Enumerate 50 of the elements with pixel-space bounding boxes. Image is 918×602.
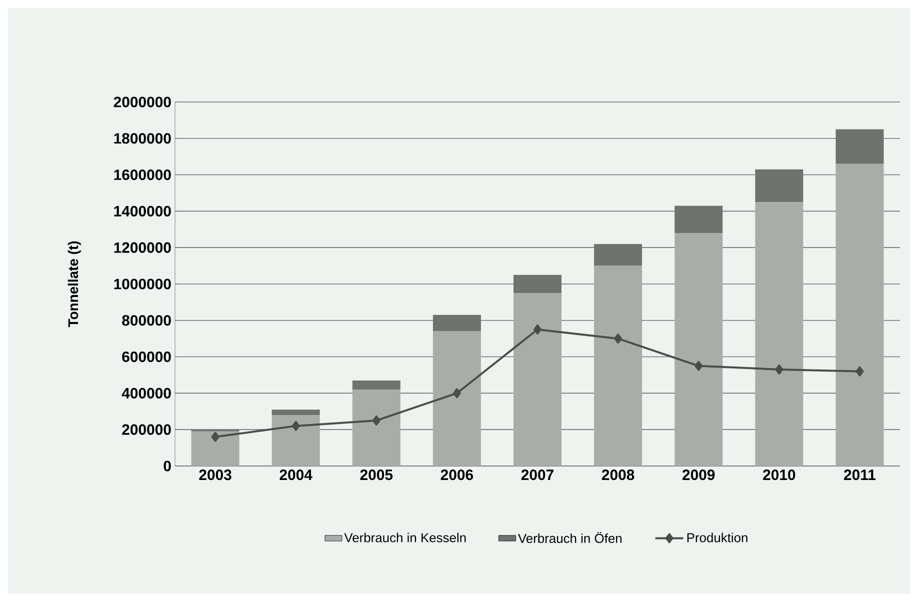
point: [211, 432, 220, 442]
bar: [514, 274, 562, 294]
bar: [594, 244, 642, 266]
bar: [432, 331, 481, 466]
bar: [272, 415, 320, 466]
x-tick-label: 2007: [521, 470, 554, 480]
legend-label: Verbrauch in Kesseln: [344, 532, 466, 542]
bar: [352, 390, 400, 466]
x-tick-label: 2009: [682, 470, 715, 480]
bar: [594, 266, 642, 466]
point: [372, 415, 380, 426]
y-tick-label: 800000: [122, 315, 171, 326]
bar: [674, 233, 723, 466]
point: [534, 324, 542, 334]
y-tick-label: 1600000: [114, 169, 171, 180]
x-tick-label: 2011: [844, 470, 876, 480]
bar: [755, 169, 804, 202]
x-tick-label: 2006: [440, 470, 474, 480]
point: [775, 364, 784, 375]
bar: [272, 410, 320, 416]
bar: [755, 202, 804, 466]
x-tick-label: 2004: [280, 470, 312, 480]
x-tick-label: 2005: [360, 470, 393, 480]
bar: [352, 380, 400, 390]
legend-label: Produktion: [687, 532, 748, 542]
point: [694, 360, 703, 371]
x-tick-label: 2008: [602, 470, 634, 480]
y-tick-label: 400000: [122, 388, 171, 398]
point: [614, 334, 622, 344]
y-tick-label: 1800000: [114, 133, 171, 144]
bar: [191, 431, 240, 466]
y-axis-title: Tonnellate (t): [68, 241, 81, 328]
bar: [432, 314, 481, 332]
point: [292, 420, 300, 431]
y-tick-label: 2000000: [114, 96, 171, 108]
bar: [836, 164, 884, 466]
y-tick-label: 0: [164, 460, 171, 472]
legend-label: Verbrauch in Öfen: [518, 532, 622, 544]
y-tick-label: 200000: [122, 424, 171, 435]
bar: [836, 129, 884, 164]
y-tick-label: 600000: [122, 351, 171, 362]
y-tick-label: 1200000: [114, 242, 171, 253]
bar: [674, 206, 723, 234]
x-tick-label: 2003: [199, 470, 232, 480]
bar: [514, 293, 562, 466]
point: [856, 366, 864, 376]
y-tick-label: 1000000: [114, 278, 171, 290]
y-tick-label: 1400000: [114, 206, 171, 216]
x-tick-label: 2010: [763, 470, 796, 480]
point: [452, 388, 461, 398]
